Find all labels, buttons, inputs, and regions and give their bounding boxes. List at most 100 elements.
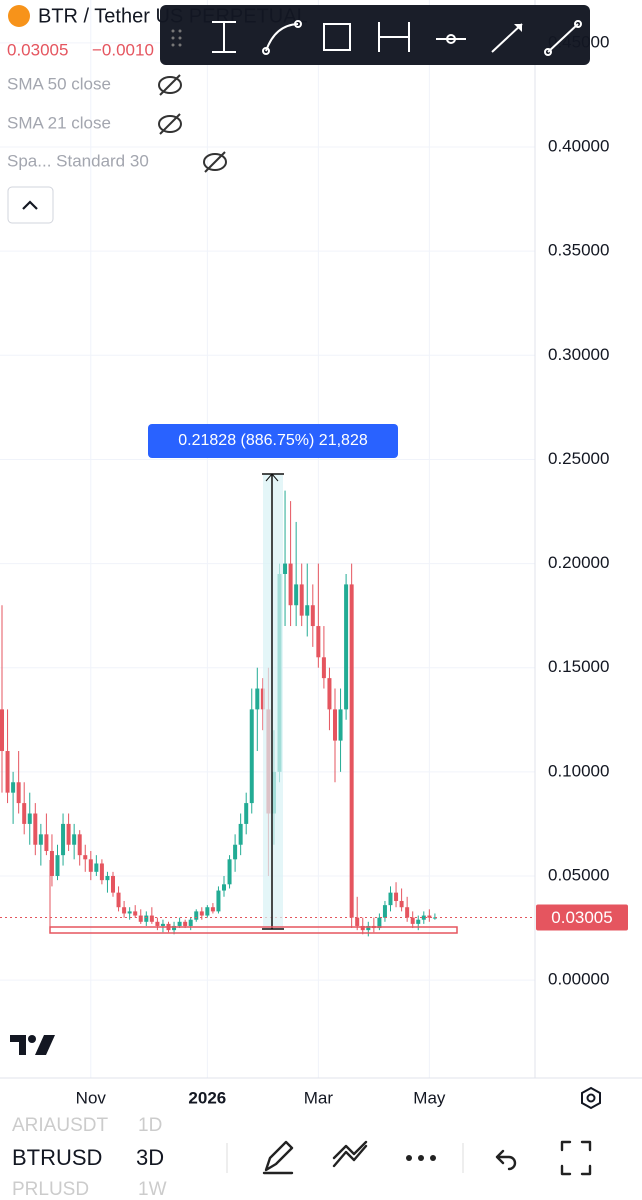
candle-body bbox=[299, 584, 304, 616]
candle-body bbox=[399, 900, 404, 908]
x-tick-label: 2026 bbox=[188, 1088, 226, 1107]
draw-button[interactable] bbox=[262, 1140, 294, 1175]
candle-body bbox=[149, 915, 154, 922]
candle-body bbox=[116, 892, 121, 908]
box-drawing bbox=[49, 926, 458, 934]
candle-body bbox=[94, 863, 99, 872]
fullscreen-button[interactable] bbox=[560, 1140, 592, 1176]
candle-body bbox=[355, 917, 360, 926]
candle-body bbox=[83, 855, 88, 860]
candle-body bbox=[405, 907, 410, 918]
interval-button[interactable]: 3D bbox=[136, 1145, 164, 1170]
candle-body bbox=[410, 917, 415, 924]
candle-body bbox=[172, 925, 177, 931]
indicator: Spa... Standard 30 bbox=[7, 151, 149, 170]
candle-body bbox=[227, 859, 232, 885]
y-tick-label: 0.10000 bbox=[548, 761, 609, 780]
candle-body bbox=[199, 911, 204, 916]
candle-body bbox=[33, 813, 38, 845]
candle-body bbox=[122, 907, 127, 914]
last-price: 0.03005 bbox=[7, 40, 68, 59]
measure-badge bbox=[148, 424, 398, 458]
candle-body bbox=[105, 875, 110, 881]
x-tick-label: Nov bbox=[76, 1088, 107, 1107]
candle-body bbox=[305, 605, 310, 616]
eye-icons[interactable] bbox=[158, 74, 227, 173]
candle-body bbox=[310, 605, 315, 627]
ghost-symbol: ARIAUSDT bbox=[12, 1115, 108, 1136]
candle-body bbox=[421, 915, 426, 920]
candle-body bbox=[427, 915, 432, 918]
candle-body bbox=[210, 907, 215, 912]
ghost-interval: 1W bbox=[138, 1179, 167, 1200]
candle-body bbox=[55, 855, 60, 876]
candle-body bbox=[327, 678, 332, 710]
candle-body bbox=[49, 850, 54, 876]
candle-body bbox=[388, 892, 393, 906]
candle-body bbox=[366, 925, 371, 931]
collapse-button[interactable] bbox=[7, 186, 54, 224]
last-price-label: 0.03005 bbox=[551, 908, 612, 927]
candle-body bbox=[61, 823, 66, 856]
candle-body bbox=[160, 923, 165, 926]
y-tick-label: 0.25000 bbox=[548, 449, 609, 468]
y-tick-label: 0.15000 bbox=[548, 657, 609, 676]
axis-settings[interactable] bbox=[581, 1086, 601, 1110]
candle-body bbox=[233, 844, 238, 860]
candle-body bbox=[0, 709, 4, 752]
candle-body bbox=[144, 915, 149, 922]
y-tick-label: 0.00000 bbox=[548, 970, 609, 989]
candle-body bbox=[155, 921, 160, 926]
measure-arrow bbox=[265, 473, 279, 482]
y-tick-label: 0.20000 bbox=[548, 553, 609, 572]
tv-logo bbox=[10, 1035, 55, 1055]
undo-button[interactable] bbox=[495, 1149, 517, 1171]
collapse-icon bbox=[22, 200, 38, 210]
candle-body bbox=[416, 919, 421, 924]
candle-body bbox=[238, 823, 243, 845]
candle-body bbox=[22, 803, 27, 824]
candle-body bbox=[255, 688, 260, 710]
x-tick-label: Mar bbox=[304, 1088, 334, 1107]
candle-body bbox=[394, 892, 399, 901]
candle-body bbox=[44, 834, 49, 851]
candle-body bbox=[377, 917, 382, 929]
y-tick-label: 0.40000 bbox=[548, 137, 609, 156]
candle-body bbox=[111, 875, 115, 893]
candle-body bbox=[11, 782, 16, 793]
symbol-logo bbox=[8, 5, 30, 27]
ghost-symbol: PRLUSD bbox=[12, 1179, 89, 1200]
candle-body bbox=[360, 925, 365, 931]
drawings-button[interactable] bbox=[332, 1140, 368, 1168]
candle-body bbox=[349, 584, 354, 918]
axis-settings-dot bbox=[586, 1093, 596, 1103]
x-tick-label: May bbox=[413, 1088, 446, 1107]
candle-body bbox=[216, 890, 221, 912]
candle-body bbox=[16, 782, 21, 804]
measure-range bbox=[263, 474, 283, 929]
bottom-bar bbox=[0, 1118, 642, 1200]
candle-body bbox=[244, 803, 249, 824]
indicator-list: SMA 50 close SMA 21 close Spa... Standar… bbox=[7, 74, 227, 224]
ghost-interval: 1D bbox=[138, 1115, 162, 1136]
candle-body bbox=[138, 915, 143, 922]
candle-body bbox=[338, 709, 343, 741]
candle-body bbox=[5, 751, 10, 793]
more-button[interactable] bbox=[406, 1155, 436, 1161]
candle-body bbox=[344, 584, 349, 710]
toolbar-icons[interactable] bbox=[171, 20, 582, 56]
candle-body bbox=[133, 911, 138, 916]
indicator: SMA 50 close bbox=[7, 74, 111, 93]
candle-body bbox=[205, 907, 210, 916]
candle-body bbox=[316, 626, 321, 658]
indicator: SMA 21 close bbox=[7, 113, 111, 132]
candle-body bbox=[72, 834, 77, 845]
candle-body bbox=[321, 657, 326, 679]
candle-body bbox=[249, 709, 254, 804]
candle-body bbox=[194, 911, 199, 920]
symbol-button[interactable]: BTRUSD bbox=[12, 1145, 102, 1170]
candle-body bbox=[183, 921, 188, 926]
last-price-badge bbox=[536, 904, 628, 931]
candle-body bbox=[260, 688, 265, 710]
